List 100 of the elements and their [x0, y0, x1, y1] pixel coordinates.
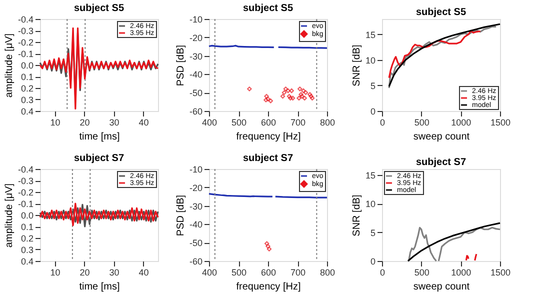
x-axis-title: time [ms] — [79, 282, 120, 292]
y-tick-label: 5 — [370, 228, 376, 238]
x-tick-label: 500 — [414, 118, 430, 128]
x-tick-label: 600 — [260, 118, 276, 128]
chart-title: subject S7 — [416, 157, 466, 168]
x-axis-title: time [ms] — [79, 132, 120, 142]
y-tick-label: -40 — [189, 220, 202, 230]
x-tick-label: 1000 — [451, 268, 472, 278]
y-axis-title: amplitude [μV] — [4, 183, 15, 248]
point — [280, 94, 286, 99]
y-tick-label: -60 — [189, 106, 202, 116]
chart-title: subject S5 — [74, 3, 124, 14]
chart-title: subject S5 — [242, 3, 294, 14]
y-tick-label: 0.2 — [20, 84, 34, 94]
x-tick-label: 400 — [202, 268, 218, 278]
y-tick-label: 0.1 — [20, 222, 34, 232]
x-axis-title: frequency [Hz] — [236, 282, 301, 292]
x-tick-label: 20 — [80, 268, 90, 278]
point — [310, 96, 315, 100]
y-tick-label: 5 — [370, 80, 376, 91]
x-axis-title: sweep count — [413, 132, 470, 142]
y-tick-label: 15 — [365, 30, 376, 40]
x-axis-title: sweep count — [413, 282, 470, 292]
x-tick-label: 800 — [320, 118, 336, 128]
point — [247, 86, 252, 92]
point — [288, 96, 293, 100]
y-tick-label: -20 — [189, 182, 202, 193]
y-tick-label: 0 — [370, 256, 376, 266]
x-tick-label: 0 — [380, 268, 386, 278]
y-tick-label: 0.0 — [20, 60, 34, 70]
y-tick-label: -60 — [189, 256, 202, 266]
y-tick-label: -0.3 — [18, 176, 34, 186]
x-tick-label: 10 — [50, 268, 60, 278]
y-tick-label: -10 — [189, 14, 202, 24]
x-tick-label: 20 — [80, 118, 90, 128]
y-tick-label: 10 — [365, 199, 376, 209]
y-tick-label: 0.3 — [20, 95, 34, 105]
y-tick-label: -20 — [189, 32, 202, 43]
chart-title: subject S5 — [416, 7, 466, 18]
y-tick-label: -0.4 — [18, 14, 34, 24]
y-tick-label: 0.4 — [20, 256, 34, 266]
y-tick-label: 0.1 — [20, 72, 34, 82]
point — [303, 90, 308, 95]
y-tick-label: 0.3 — [20, 245, 34, 255]
x-tick-label: 500 — [414, 268, 430, 278]
point — [308, 92, 312, 97]
y-tick-label: -40 — [189, 70, 202, 80]
x-tick-label: 1500 — [490, 118, 511, 128]
y-axis-title: PSD [dB] — [175, 194, 186, 236]
y-tick-label: -0.3 — [18, 26, 34, 36]
point — [298, 92, 304, 97]
chart-title: subject S7 — [242, 153, 294, 164]
y-axis-title: PSD [dB] — [175, 44, 186, 86]
y-tick-label: 0.4 — [20, 106, 34, 116]
x-tick-label: 30 — [109, 118, 120, 128]
x-tick-label: 500 — [231, 268, 247, 278]
y-tick-label: 15 — [365, 170, 376, 180]
y-tick-label: 10 — [365, 55, 376, 66]
x-tick-label: 40 — [138, 118, 149, 128]
point — [282, 90, 287, 95]
point — [268, 98, 274, 104]
x-tick-label: 40 — [138, 268, 149, 278]
point — [290, 96, 296, 100]
point — [286, 88, 290, 94]
x-tick-label: 1500 — [490, 268, 511, 278]
point — [286, 94, 292, 99]
point — [298, 86, 302, 92]
y-tick-label: -30 — [189, 201, 202, 212]
y-axis-title: amplitude [μV] — [4, 33, 15, 98]
x-tick-label: 1000 — [451, 118, 472, 128]
x-tick-label: 400 — [202, 118, 218, 128]
x-tick-label: 700 — [290, 118, 306, 128]
point — [264, 94, 269, 99]
point — [283, 86, 288, 92]
x-axis-title: frequency [Hz] — [236, 132, 301, 142]
line-series — [388, 30, 482, 79]
y-tick-label: -0.1 — [18, 49, 34, 59]
x-tick-label: 10 — [50, 118, 60, 128]
y-tick-label: 0.0 — [20, 210, 34, 220]
x-tick-label: 500 — [231, 118, 247, 128]
y-tick-label: -0.2 — [18, 38, 34, 48]
x-tick-label: 0 — [380, 118, 386, 128]
y-tick-label: -0.1 — [18, 199, 34, 209]
point — [296, 96, 302, 100]
y-axis-title: SNR [dB] — [351, 44, 362, 86]
y-tick-label: -30 — [189, 51, 202, 62]
line-series — [39, 27, 159, 110]
y-tick-label: 0.2 — [20, 234, 34, 244]
point — [308, 94, 314, 99]
y-tick-label: -0.2 — [18, 188, 34, 198]
y-axis-title: SNR [dB] — [351, 194, 362, 236]
y-tick-label: -10 — [189, 164, 202, 174]
y-tick-label: -50 — [189, 88, 202, 98]
x-tick-label: 800 — [320, 268, 336, 278]
point — [266, 96, 270, 102]
y-tick-label: -50 — [189, 238, 202, 248]
point — [302, 96, 307, 100]
x-tick-label: 600 — [260, 268, 276, 278]
x-tick-label: 700 — [290, 268, 306, 278]
point — [289, 88, 294, 94]
